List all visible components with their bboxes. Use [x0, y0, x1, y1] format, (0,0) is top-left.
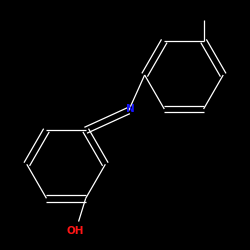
- Text: OH: OH: [66, 226, 84, 236]
- Text: N: N: [126, 104, 135, 114]
